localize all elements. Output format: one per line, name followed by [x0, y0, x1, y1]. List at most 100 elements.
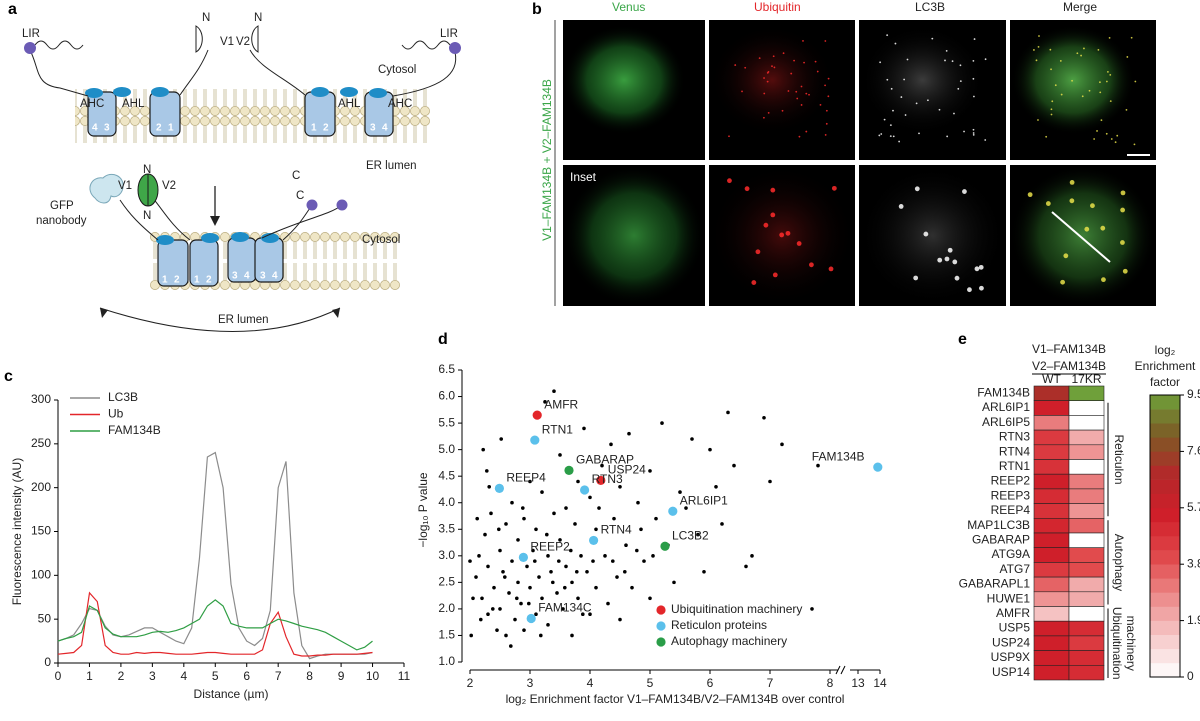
highlight-point [580, 485, 590, 495]
colorbar-band [1150, 620, 1180, 635]
puncta [962, 189, 967, 194]
x-axis-label: log₂ Enrichment factor V1–FAM134B/V2–FAM… [506, 692, 845, 706]
point [618, 485, 622, 489]
puncta [1088, 89, 1091, 92]
puncta [1045, 201, 1051, 206]
point [531, 548, 535, 553]
puncta [972, 128, 975, 131]
colorbar-title: factor [1150, 375, 1180, 389]
puncta [944, 59, 946, 62]
point [576, 596, 580, 601]
puncta [984, 139, 987, 141]
row-label: USP5 [999, 621, 1031, 635]
puncta [772, 272, 778, 278]
puncta [959, 64, 962, 67]
puncta [824, 134, 827, 136]
y-tick-label: 50 [38, 611, 52, 625]
colorbar-frame [1149, 394, 1181, 678]
puncta [766, 71, 769, 74]
puncta [900, 96, 903, 98]
heat-cell [1033, 547, 1070, 563]
y-tick-label: 6.0 [438, 389, 455, 403]
helix-number: 2 [323, 123, 329, 134]
point [603, 554, 607, 558]
puncta [1069, 198, 1075, 204]
row-label: ARL6IP5 [982, 415, 1030, 429]
highlight-point [668, 506, 678, 516]
y-tick-label: 4.0 [438, 495, 455, 509]
point [486, 612, 490, 617]
point-label: LC3B2 [672, 528, 709, 542]
puncta [1100, 119, 1103, 122]
puncta [1027, 192, 1033, 198]
panel-label: a [8, 1, 17, 18]
heat-cell [1033, 385, 1070, 401]
point [768, 479, 772, 484]
diagram-label: nanobody [36, 215, 87, 227]
legend-swatch [656, 621, 666, 631]
row-label: USP9X [991, 650, 1030, 664]
point-label: RTN3 [592, 472, 623, 486]
heat-cell [1068, 620, 1105, 637]
point [569, 548, 573, 553]
colorbar-band [1150, 578, 1180, 593]
puncta [1120, 240, 1125, 245]
column-header: Merge [1063, 0, 1097, 14]
heat-cell [1068, 532, 1105, 548]
helix-number: 4 [244, 271, 250, 282]
point [481, 447, 486, 452]
highlight-point [564, 465, 574, 475]
helix-number: 1 [194, 275, 200, 286]
puncta [741, 90, 743, 93]
puncta [825, 122, 828, 125]
colorbar-tick-label: 7.6 [1187, 444, 1200, 458]
point [546, 554, 550, 558]
highlight-point [660, 541, 670, 551]
colorbar-band [1150, 437, 1180, 452]
colorbar-band [1150, 409, 1180, 424]
point [714, 485, 718, 489]
point [639, 527, 643, 532]
point [528, 479, 532, 484]
colorbar-title: log₂ [1155, 343, 1176, 357]
y-tick-label: 250 [31, 436, 51, 450]
point-label: FAM134B [812, 449, 865, 463]
puncta [798, 135, 801, 138]
lir-motif [306, 199, 318, 211]
point [564, 506, 568, 510]
diagram-label: C [296, 190, 304, 202]
heat-cell [1033, 503, 1070, 519]
colorbar-tick-label: 5.7 [1187, 500, 1200, 514]
x-tick-label: 5 [647, 676, 654, 690]
y-tick-label: 1.5 [438, 628, 455, 642]
puncta [984, 58, 987, 61]
heat-cell [1068, 488, 1105, 504]
puncta [937, 257, 943, 263]
heat-cell [1033, 517, 1070, 534]
puncta [1069, 179, 1075, 185]
point [497, 527, 501, 532]
point [555, 591, 559, 595]
puncta [978, 264, 984, 270]
x-tick-label: 10 [366, 669, 380, 683]
puncta [945, 49, 948, 52]
puncta [1130, 36, 1133, 39]
diagram-label: N [143, 210, 151, 222]
puncta [890, 87, 893, 90]
puncta [913, 275, 919, 281]
heat-cell [1033, 591, 1070, 607]
point [495, 628, 499, 632]
heat-cell [1068, 503, 1105, 519]
highlight-point [530, 435, 540, 445]
puncta [827, 95, 830, 98]
colorbar-tick-label: 0 [1187, 669, 1194, 683]
point-label: AMFR [544, 397, 578, 411]
y-tick-label: 2.0 [438, 601, 455, 615]
heat-cell [1033, 532, 1070, 548]
x-tick-label: 4 [587, 676, 594, 690]
point [486, 564, 490, 569]
y-tick-label: 3.0 [438, 548, 455, 562]
point [630, 585, 634, 590]
column-header: Ubiquitin [754, 0, 801, 14]
legend-label: Reticulon proteins [671, 618, 767, 632]
